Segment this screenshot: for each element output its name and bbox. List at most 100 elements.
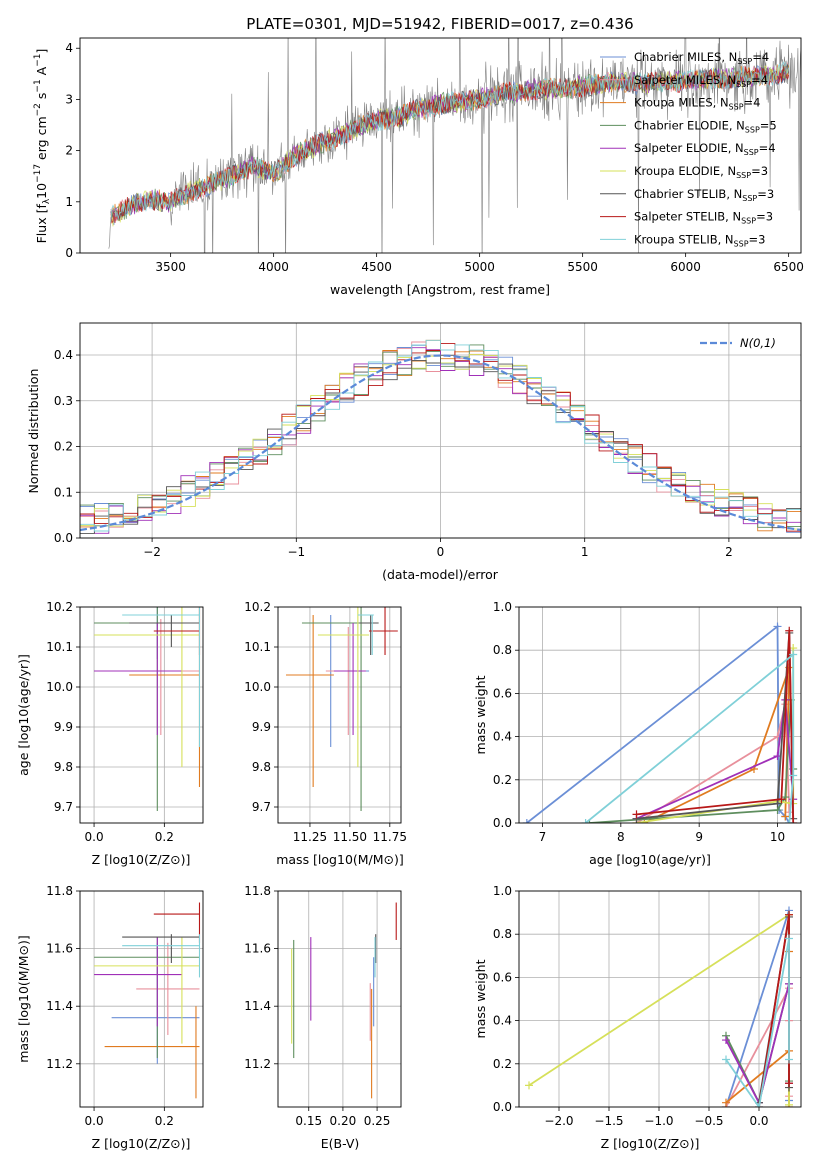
weight-vs-z-xlabel: Z [log10(Z/Z⊙)]: [601, 1136, 700, 1151]
mass-weight-line: [725, 983, 790, 1106]
age-vs-mass-xlabel: mass [log10(M/M⊙)]: [276, 852, 404, 867]
y-tick-label: 0.4: [493, 730, 512, 744]
mass-vs-ebv-panel: E(B-V) 0.15 0.20 0.25 11.2 11.4 11.6 11.8: [244, 884, 402, 1151]
x-tick-label: 5500: [567, 260, 598, 274]
legend-entry: N(0,1): [740, 336, 776, 350]
y-tick-label: 10.0: [244, 680, 271, 694]
x-tick-label: 0.0: [85, 1114, 104, 1128]
y-tick-label: 9.7: [54, 800, 73, 814]
x-tick-label: 0.15: [295, 1114, 322, 1128]
histogram-ylabel: Normed distribution: [26, 369, 41, 494]
x-tick-label: −0.5: [694, 1114, 723, 1128]
y-tick-label: 3: [65, 92, 73, 106]
legend-entry: Chabrier ELODIE, NSSP=5: [634, 118, 777, 134]
x-tick-label: 4000: [258, 260, 289, 274]
legend-entry: Chabrier MILES, NSSP=4: [634, 50, 769, 66]
point-marker: [789, 650, 798, 659]
y-tick-label: 0.8: [493, 927, 512, 941]
y-tick-label: 0.4: [493, 1014, 512, 1028]
spectrum-xlabel: wavelength [Angstrom, rest frame]: [330, 282, 550, 297]
point-marker: [785, 1100, 793, 1107]
x-tick-label: 5000: [464, 260, 495, 274]
gaussian-curve: [80, 354, 801, 532]
point-marker: [785, 934, 793, 943]
x-tick-label: 0.2: [155, 1114, 174, 1128]
legend-entry: Salpeter ELODIE, NSSP=4: [634, 141, 776, 157]
y-tick-label: 9.8: [252, 760, 271, 774]
axes-frame: [277, 890, 402, 1108]
y-tick-label: 4: [65, 41, 73, 55]
x-tick-label: 0.0: [749, 1114, 768, 1128]
y-tick-label: 0.4: [54, 348, 73, 362]
plot-area: [108, 38, 801, 253]
y-tick-label: 0.6: [493, 686, 512, 700]
histogram-step: [80, 339, 801, 538]
point-marker: [522, 819, 531, 823]
y-tick-label: 11.4: [46, 999, 73, 1013]
axes-frame: [79, 322, 802, 539]
point-marker: [785, 1079, 793, 1088]
spectrum-ylabel: Flux [fλ10−17 erg cm−2 s−1 A−1]: [33, 49, 52, 244]
age-vs-z-panel: Z [log10(Z/Z⊙)] age [log10(age/yr)] 0.0 0…: [16, 600, 204, 867]
point-marker: [785, 626, 794, 635]
y-tick-label: 9.9: [54, 720, 73, 734]
legend-entry: Chabrier STELIB, NSSP=3: [634, 187, 774, 203]
legend: Chabrier MILES, NSSP=4 Salpeter MILES, NS…: [600, 50, 777, 248]
plot-area: [94, 902, 201, 1099]
mass-weight-line: [725, 983, 790, 1106]
y-tick-label: 9.9: [252, 720, 271, 734]
mass-vs-z-ylabel: mass [log10(M/M⊙)]: [16, 935, 31, 1063]
y-tick-label: 9.8: [54, 760, 73, 774]
plot-area: [94, 607, 201, 811]
x-tick-label: −1: [287, 545, 305, 559]
point-marker: [755, 1103, 763, 1107]
x-tick-label: 10: [770, 830, 785, 844]
weight-vs-z-ylabel: mass weight: [473, 959, 488, 1038]
y-tick-label: 11.6: [244, 942, 271, 956]
plot-area: [525, 906, 793, 1107]
axes-frame: [518, 890, 802, 1108]
mass-weight-line: [725, 938, 790, 1107]
y-tick-label: 0.0: [493, 1100, 512, 1114]
mass-weight-line: [643, 667, 791, 823]
y-tick-label: 1.0: [493, 884, 512, 898]
y-tick-label: 11.8: [244, 884, 271, 898]
y-tick-label: 10.1: [244, 640, 271, 654]
y-tick-label: 0.1: [54, 485, 73, 499]
y-tick-label: 1: [65, 195, 73, 209]
x-tick-label: 1: [581, 545, 589, 559]
mass-weight-line: [636, 630, 795, 823]
x-tick-label: 2: [725, 545, 733, 559]
y-tick-label: 11.8: [46, 884, 73, 898]
y-tick-label: 10.1: [46, 640, 73, 654]
point-marker: [781, 812, 790, 821]
age-vs-z-xlabel: Z [log10(Z/Z⊙)]: [92, 852, 191, 867]
y-tick-label: 0.2: [493, 1057, 512, 1071]
y-tick-label: 9.7: [252, 800, 271, 814]
weight-vs-z-panel: Z [log10(Z/Z⊙)] mass weight −2.0 −1.5 −1.0…: [473, 884, 802, 1151]
age-vs-mass-panel: mass [log10(M/M⊙)] 11.25 11.50 11.75 9.7 9.8…: [244, 600, 407, 867]
model-line: [110, 60, 789, 223]
legend-entry: Kroupa ELODIE, NSSP=3: [634, 164, 768, 180]
y-tick-label: 11.2: [244, 1057, 271, 1071]
x-tick-label: 6500: [773, 260, 804, 274]
axes-frame: [518, 606, 802, 824]
point-marker: [722, 1036, 730, 1045]
point-marker: [773, 799, 782, 808]
point-marker: [789, 819, 798, 823]
x-tick-label: 3500: [155, 260, 186, 274]
weight-vs-age-xlabel: age [log10(age/yr)]: [589, 852, 711, 867]
x-tick-label: 9: [695, 830, 703, 844]
point-marker: [722, 1098, 730, 1107]
mass-weight-line: [585, 652, 795, 823]
x-tick-label: 0: [437, 545, 445, 559]
x-tick-label: 11.50: [333, 830, 367, 844]
x-tick-label: 0.2: [155, 830, 174, 844]
mass-vs-z-xlabel: Z [log10(Z/Z⊙)]: [92, 1136, 191, 1151]
plot-area: [522, 622, 798, 823]
y-tick-label: 0.0: [54, 531, 73, 545]
x-tick-label: 0.20: [330, 1114, 357, 1128]
x-tick-label: −2: [143, 545, 161, 559]
mass-weight-line: [526, 624, 791, 823]
point-marker: [785, 1055, 793, 1064]
